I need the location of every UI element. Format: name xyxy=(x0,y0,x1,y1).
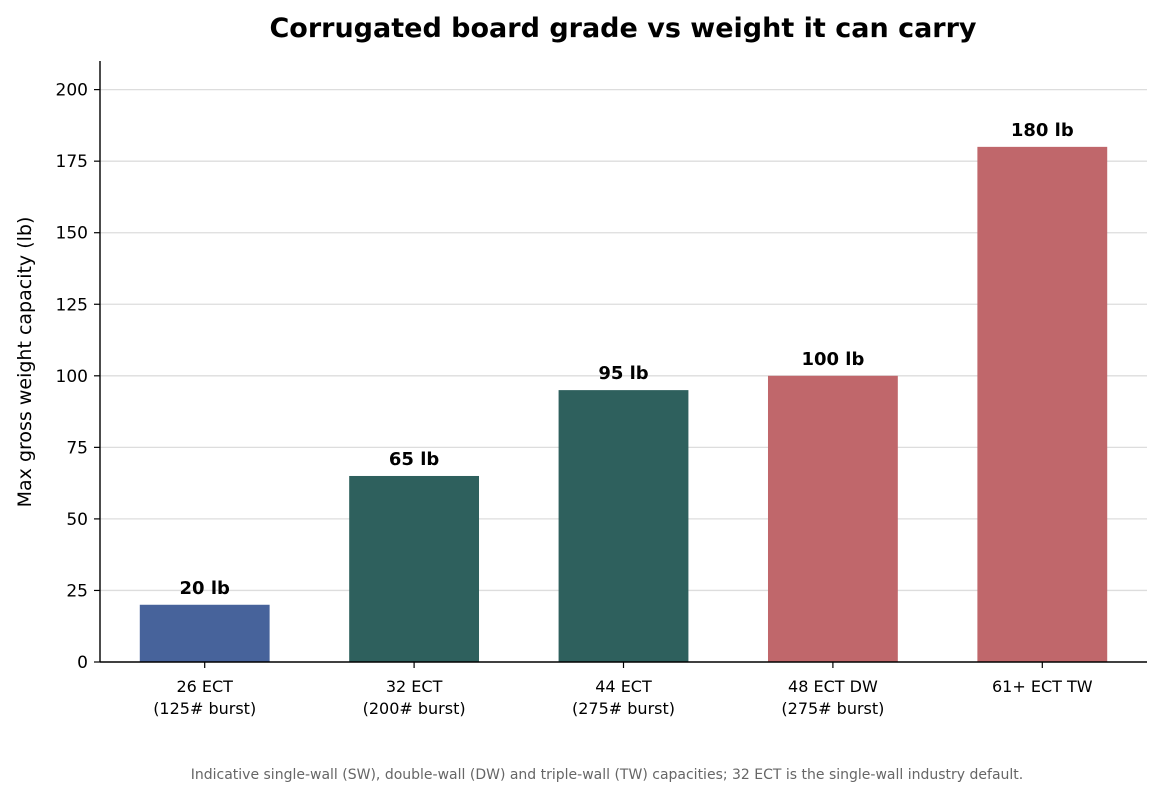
bar xyxy=(139,604,270,662)
x-tick-label: 48 ECT DW xyxy=(788,677,878,696)
y-tick-label: 175 xyxy=(56,152,88,172)
y-tick-label: 200 xyxy=(56,81,88,101)
data-labels: 20 lb 65 lb 95 lb 100 lb 180 lb xyxy=(180,120,1074,599)
x-tick-label: 61+ ECT TW xyxy=(992,677,1093,696)
bars xyxy=(139,146,1108,662)
y-ticks: 0 25 50 75 100 125 150 175 200 xyxy=(56,81,100,673)
y-tick-label: 0 xyxy=(77,653,88,673)
y-axis-label: Max gross weight capacity (lb) xyxy=(14,217,36,508)
x-tick-label: 32 ECT xyxy=(386,677,443,696)
bar xyxy=(349,475,480,662)
y-tick-label: 75 xyxy=(66,438,88,458)
data-label: 65 lb xyxy=(389,449,439,470)
y-tick-label: 125 xyxy=(56,295,88,315)
data-label: 20 lb xyxy=(180,578,230,599)
y-tick-label: 100 xyxy=(56,367,88,387)
y-tick-label: 50 xyxy=(66,510,88,530)
x-tick-label: 26 ECT xyxy=(176,677,233,696)
x-tick-label: (125# burst) xyxy=(153,699,256,718)
x-tick-label: (275# burst) xyxy=(572,699,675,718)
y-tick-label: 25 xyxy=(66,581,88,601)
x-tick-label: (200# burst) xyxy=(363,699,466,718)
chart-title: Corrugated board grade vs weight it can … xyxy=(269,13,976,44)
data-label: 95 lb xyxy=(598,363,648,384)
x-tick-label: (275# burst) xyxy=(781,699,884,718)
x-tick-label: 44 ECT xyxy=(595,677,652,696)
bar xyxy=(558,390,689,662)
bar xyxy=(977,146,1108,662)
y-tick-label: 150 xyxy=(56,224,88,244)
x-ticks: 26 ECT (125# burst) 32 ECT (200# burst) 44 E… xyxy=(153,662,1093,718)
bar xyxy=(767,375,898,662)
data-label: 180 lb xyxy=(1011,120,1074,141)
footnote: Indicative single-wall (SW), double-wall… xyxy=(191,767,1024,783)
data-label: 100 lb xyxy=(801,349,864,370)
